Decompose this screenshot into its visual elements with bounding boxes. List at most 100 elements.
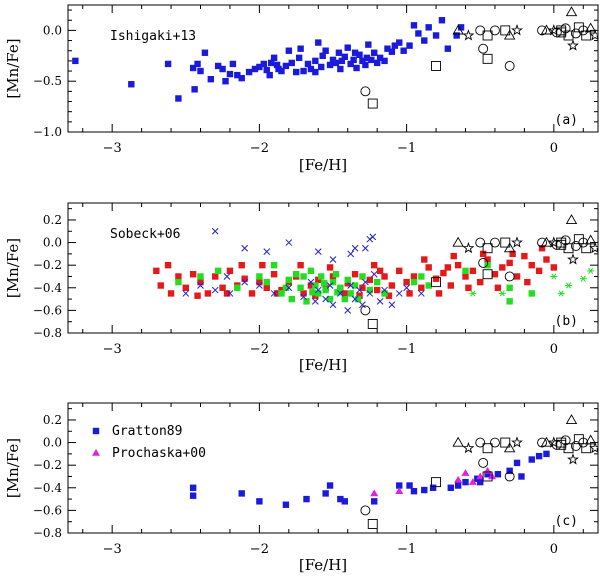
data-point	[477, 478, 484, 486]
data-point	[543, 450, 550, 458]
data-point	[128, 81, 135, 88]
data-point	[266, 71, 273, 79]
data-point	[400, 47, 407, 54]
data-point	[201, 49, 209, 56]
data-point-reference	[367, 519, 378, 529]
data-point	[72, 57, 79, 65]
data-point	[320, 280, 328, 287]
data-point	[528, 290, 535, 297]
data-point-reference	[504, 61, 515, 71]
data-point	[521, 252, 528, 260]
data-point	[381, 57, 388, 65]
data-point	[376, 267, 384, 275]
x-tick-label: −3	[103, 141, 122, 156]
panel-label: (c)	[555, 514, 578, 529]
data-point-reference	[589, 29, 598, 41]
x-tick-label: 0	[550, 141, 558, 156]
data-point	[484, 256, 491, 263]
data-point	[403, 284, 410, 292]
data-point	[238, 261, 245, 269]
data-point	[359, 57, 366, 65]
data-point	[444, 264, 452, 271]
panel-label: (b)	[555, 314, 578, 329]
data-point	[370, 270, 378, 278]
data-point	[189, 492, 197, 499]
data-point	[300, 273, 307, 280]
data-point	[282, 501, 290, 508]
data-point	[396, 39, 403, 46]
data-point-reference	[503, 442, 516, 453]
data-point-reference	[478, 257, 489, 268]
data-point	[295, 54, 303, 62]
data-point-reference	[482, 443, 493, 454]
data-point	[528, 456, 535, 463]
data-point	[278, 290, 285, 297]
data-point	[365, 41, 372, 48]
data-point	[219, 284, 226, 291]
y-tick-label: −0.6	[33, 503, 62, 517]
panel-1: −3 −2 −1 0 0.2 0.0 −0.2 −0.4 −0.6 −0.8 [Fe/H] [Mn/F…	[4, 202, 599, 374]
data-point	[499, 264, 506, 271]
data-point-reference	[367, 98, 378, 109]
data-point	[356, 51, 363, 58]
data-point	[241, 244, 249, 252]
data-point	[309, 289, 316, 296]
data-point-reference	[581, 443, 592, 454]
data-point	[153, 267, 160, 275]
data-point	[303, 495, 310, 503]
data-point	[341, 295, 348, 303]
data-point-reference	[588, 441, 598, 454]
data-point-reference	[537, 437, 548, 448]
data-point	[326, 264, 334, 271]
data-point	[297, 284, 304, 291]
data-point	[381, 286, 388, 294]
data-point	[347, 290, 354, 297]
y-axis-label: [Mn/Fe]	[4, 38, 22, 98]
data-point	[381, 273, 388, 280]
data-point-reference	[482, 30, 493, 41]
data-point	[300, 67, 307, 75]
legend-label: Gratton89	[112, 424, 182, 439]
data-point	[278, 67, 285, 75]
data-point	[197, 282, 204, 289]
data-point	[223, 273, 231, 280]
data-point	[282, 62, 290, 70]
data-point	[241, 275, 248, 282]
data-point	[484, 261, 491, 269]
data-point	[370, 489, 379, 497]
data-point-reference	[452, 236, 464, 247]
data-point-reference	[475, 25, 486, 36]
data-point	[303, 298, 310, 305]
data-point-reference	[540, 236, 553, 247]
data-point	[285, 276, 293, 284]
data-point	[285, 47, 293, 54]
data-point	[175, 278, 182, 286]
legend-marker	[92, 427, 100, 435]
y-tick-label: 0.2	[43, 413, 62, 427]
data-point	[285, 284, 293, 292]
data-point	[373, 286, 381, 294]
data-point	[189, 271, 197, 278]
y-axis-label: [Mn/Fe]	[4, 438, 22, 498]
data-point	[312, 57, 319, 65]
panel-2: −3 −2 −1 0 0.2 0.0 −0.2 −0.4 −0.6 −0.8 [Fe/H] [Mn/F…	[4, 402, 599, 574]
data-point	[314, 248, 322, 255]
data-point	[322, 286, 329, 294]
data-point	[204, 290, 212, 297]
data-point	[418, 273, 425, 280]
data-point	[462, 267, 469, 275]
data-point	[167, 290, 175, 297]
data-point	[438, 17, 446, 24]
data-point	[347, 250, 355, 258]
x-axis-label: [Fe/H]	[299, 156, 347, 174]
data-point-reference	[563, 443, 574, 454]
data-point	[329, 278, 337, 286]
data-point-reference	[510, 24, 523, 36]
data-point	[440, 269, 447, 277]
data-point-reference	[367, 319, 378, 329]
data-point	[278, 286, 285, 294]
y-tick-label: −0.4	[33, 281, 63, 295]
data-point	[197, 273, 204, 280]
data-point	[362, 61, 369, 69]
data-point	[350, 56, 357, 64]
